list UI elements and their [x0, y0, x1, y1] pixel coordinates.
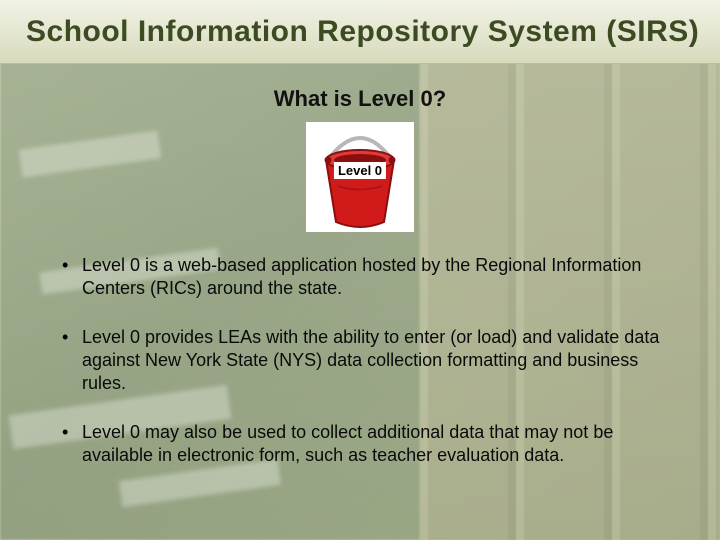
- list-item: Level 0 may also be used to collect addi…: [62, 421, 670, 467]
- title-band: School Information Repository System (SI…: [0, 0, 720, 64]
- bullet-list: Level 0 is a web-based application hoste…: [44, 254, 676, 467]
- bucket-label: Level 0: [334, 162, 386, 179]
- list-item: Level 0 provides LEAs with the ability t…: [62, 326, 670, 395]
- bucket-graphic: Level 0: [306, 122, 414, 232]
- slide-title: School Information Repository System (SI…: [26, 15, 699, 49]
- list-item: Level 0 is a web-based application hoste…: [62, 254, 670, 300]
- slide-content: What is Level 0? Level 0 Level 0 is a we…: [0, 64, 720, 540]
- slide-subtitle: What is Level 0?: [44, 86, 676, 112]
